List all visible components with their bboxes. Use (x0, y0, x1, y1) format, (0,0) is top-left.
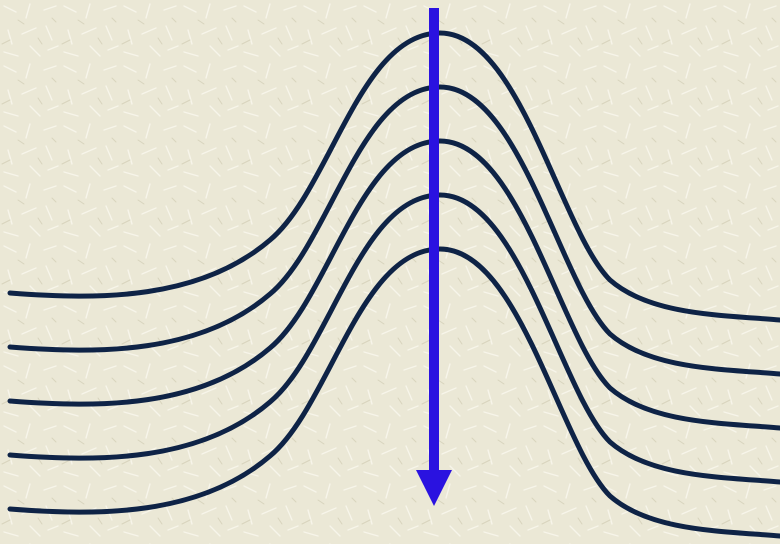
diagram (0, 0, 780, 544)
arrow-shaft (429, 8, 439, 474)
page: (() => { const data = JSON.parse(documen… (0, 0, 780, 544)
